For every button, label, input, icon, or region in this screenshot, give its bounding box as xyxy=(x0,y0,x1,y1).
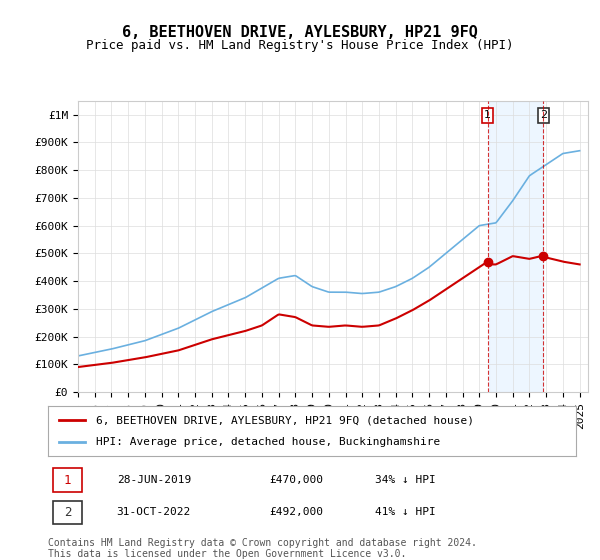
Text: £492,000: £492,000 xyxy=(270,507,324,517)
Text: 31-OCT-2022: 31-OCT-2022 xyxy=(116,507,191,517)
FancyBboxPatch shape xyxy=(53,468,82,492)
Text: 6, BEETHOVEN DRIVE, AYLESBURY, HP21 9FQ: 6, BEETHOVEN DRIVE, AYLESBURY, HP21 9FQ xyxy=(122,25,478,40)
Text: 1: 1 xyxy=(484,110,491,120)
Text: 2: 2 xyxy=(540,110,547,120)
Text: HPI: Average price, detached house, Buckinghamshire: HPI: Average price, detached house, Buck… xyxy=(95,437,440,447)
Text: 41% ↓ HPI: 41% ↓ HPI xyxy=(376,507,436,517)
FancyBboxPatch shape xyxy=(53,501,82,524)
Text: £470,000: £470,000 xyxy=(270,475,324,485)
Text: 6, BEETHOVEN DRIVE, AYLESBURY, HP21 9FQ (detached house): 6, BEETHOVEN DRIVE, AYLESBURY, HP21 9FQ … xyxy=(95,415,473,425)
Text: Price paid vs. HM Land Registry's House Price Index (HPI): Price paid vs. HM Land Registry's House … xyxy=(86,39,514,52)
Text: Contains HM Land Registry data © Crown copyright and database right 2024.
This d: Contains HM Land Registry data © Crown c… xyxy=(48,538,477,559)
Text: 34% ↓ HPI: 34% ↓ HPI xyxy=(376,475,436,485)
Text: 2: 2 xyxy=(64,506,71,519)
Text: 1: 1 xyxy=(64,474,71,487)
Text: 28-JUN-2019: 28-JUN-2019 xyxy=(116,475,191,485)
